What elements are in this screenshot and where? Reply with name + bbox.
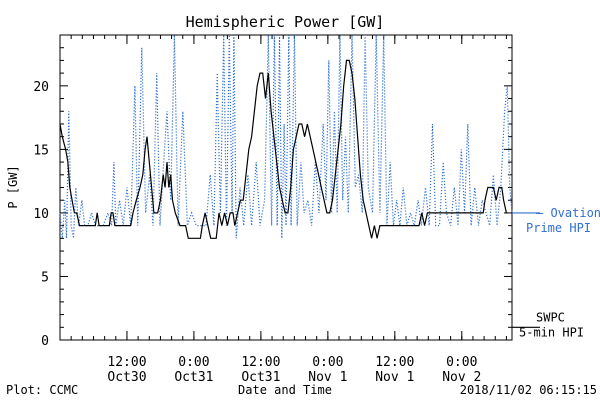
legend-ovation-line2: Prime HPI	[526, 221, 591, 235]
y-tick-label: 15	[33, 143, 49, 158]
legend-swpc-line1: SWPC	[536, 310, 565, 324]
y-tick-label: 5	[41, 270, 49, 285]
x-tick-label-date: Oct31	[241, 370, 280, 385]
x-tick-label-date: Nov 2	[442, 370, 481, 385]
timestamp: 2018/11/02 06:15:15	[460, 383, 597, 397]
ovation-hpi-line	[59, 34, 513, 239]
chart-title: Hemispheric Power [GW]	[186, 13, 385, 31]
y-tick-label: 0	[41, 334, 49, 349]
y-tick-label: 20	[33, 80, 49, 95]
x-axis-label: Date and Time	[238, 383, 332, 397]
x-tick-label-date: Oct31	[174, 370, 213, 385]
x-tick-label-time: 12:00	[107, 355, 146, 370]
x-tick-label-time: 0:00	[446, 355, 477, 370]
plot-credit: Plot: CCMC	[6, 383, 78, 397]
swpc-hpi-line	[59, 59, 508, 239]
legend-ovation-line1: — Ovation	[536, 206, 600, 220]
x-tick-label-time: 0:00	[312, 355, 343, 370]
x-tick-label-date: Nov 1	[308, 370, 347, 385]
legend-swpc-line2: 5-min HPI	[519, 325, 584, 339]
plot-area: 0510152012:00Oct300:00Oct3112:00Oct310:0…	[33, 34, 600, 385]
x-tick-label-time: 12:00	[241, 355, 280, 370]
x-tick-label-date: Oct30	[107, 370, 146, 385]
x-tick-label-date: Nov 1	[375, 370, 414, 385]
x-tick-label-time: 12:00	[375, 355, 414, 370]
x-tick-label-time: 0:00	[178, 355, 209, 370]
y-tick-label: 10	[33, 207, 49, 222]
y-axis-label: P [GW]	[6, 165, 20, 208]
